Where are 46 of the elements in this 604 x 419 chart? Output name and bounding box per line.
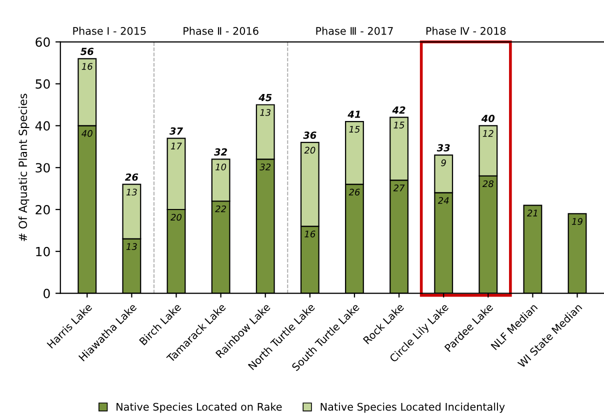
data-label: 12	[482, 130, 494, 137]
data-label: 15	[394, 122, 404, 128]
data-label: 26	[348, 188, 360, 196]
total-label: 42	[392, 106, 406, 114]
total-label: 56	[80, 48, 94, 56]
data-label: 32	[260, 164, 271, 170]
data-label: 13	[126, 243, 137, 250]
data-label: 22	[215, 205, 226, 212]
data-label: 13	[126, 188, 137, 196]
data-label: 17	[170, 142, 182, 150]
data-label: 40	[82, 130, 92, 137]
data-label: 16	[82, 63, 92, 70]
data-label: 16	[304, 230, 316, 238]
total-label: 36	[303, 132, 316, 139]
y-tick-label: 40	[35, 121, 50, 131]
legend-label: Native Species Located on Rake	[116, 402, 282, 413]
y-tick-label: 20	[36, 204, 50, 214]
data-label: 20	[170, 214, 182, 221]
data-label: 21	[527, 210, 538, 216]
y-tick-label: 10	[36, 246, 50, 256]
total-label: 37	[169, 127, 183, 135]
data-label: 20	[304, 146, 316, 154]
total-label: 33	[436, 144, 450, 152]
total-label: 26	[125, 173, 138, 181]
data-label: 19	[572, 218, 582, 225]
y-tick-label: 60	[36, 37, 50, 47]
data-label: 27	[393, 184, 405, 192]
data-label: 24	[438, 197, 449, 204]
total-label: 32	[214, 148, 228, 156]
data-label: 15	[349, 126, 360, 133]
data-label: 10	[216, 164, 226, 170]
text: Phase Ⅱ - 2016	[184, 26, 258, 35]
text: Phase I - 2015	[73, 26, 146, 35]
y-tick-label: 0	[44, 288, 50, 298]
y-tick-label: 50	[36, 79, 50, 89]
y-axis-title: # Of Aquatic Plant Species	[18, 94, 30, 242]
text: Phase Ⅲ - 2017	[316, 26, 393, 35]
total-label: 45	[258, 94, 272, 102]
y-tick-label: 30	[36, 163, 50, 173]
total-label: 41	[348, 110, 360, 118]
text: Phase Ⅳ - 2018	[426, 26, 506, 35]
data-label: 13	[260, 109, 271, 116]
total-label: 40	[481, 114, 495, 122]
data-label: 9	[441, 159, 446, 166]
data-label: 28	[482, 180, 494, 188]
legend-label: Native Species Located Incidentally	[320, 402, 505, 413]
